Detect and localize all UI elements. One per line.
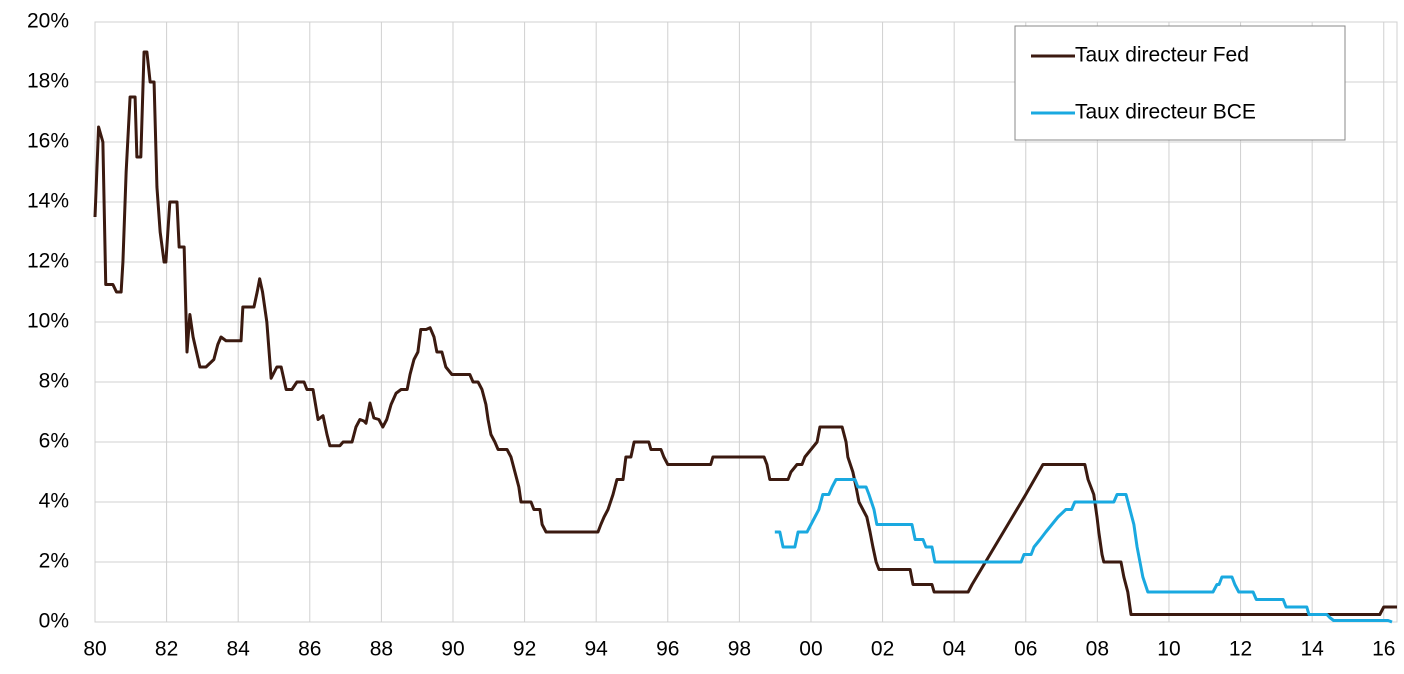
x-tick-label: 06 (1014, 638, 1037, 661)
legend-box (1014, 25, 1346, 141)
y-tick-label: 20% (27, 10, 69, 33)
x-tick-label: 92 (513, 638, 536, 661)
y-tick-label: 8% (39, 370, 69, 393)
x-tick-label: 00 (799, 638, 822, 661)
legend-label: Taux directeur Fed (1075, 44, 1249, 67)
x-tick-label: 80 (83, 638, 106, 661)
x-tick-label: 82 (155, 638, 178, 661)
y-tick-label: 0% (39, 610, 69, 633)
x-tick-label: 10 (1157, 638, 1180, 661)
x-tick-label: 86 (298, 638, 321, 661)
x-tick-label: 02 (871, 638, 894, 661)
x-tick-label: 98 (728, 638, 751, 661)
legend-label: Taux directeur BCE (1075, 101, 1256, 124)
y-tick-label: 6% (39, 430, 69, 453)
x-tick-label: 94 (585, 638, 609, 661)
x-tick-label: 96 (656, 638, 679, 661)
series-line (774, 478, 1393, 624)
y-tick-label: 14% (27, 190, 69, 213)
y-tick-label: 2% (39, 550, 69, 573)
y-tick-label: 18% (27, 70, 69, 93)
y-tick-label: 10% (27, 310, 69, 333)
y-tick-label: 4% (39, 490, 69, 513)
x-tick-label: 90 (441, 638, 464, 661)
x-tick-label: 04 (942, 638, 966, 661)
x-tick-label: 08 (1086, 638, 1109, 661)
x-tick-label: 14 (1300, 638, 1324, 661)
y-tick-label: 12% (27, 250, 69, 273)
x-tick-label: 16 (1372, 638, 1395, 661)
x-tick-label: 84 (227, 638, 251, 661)
x-tick-label: 88 (370, 638, 393, 661)
x-tick-label: 12 (1229, 638, 1252, 661)
series-line (93, 50, 1397, 616)
y-tick-label: 16% (27, 130, 69, 153)
